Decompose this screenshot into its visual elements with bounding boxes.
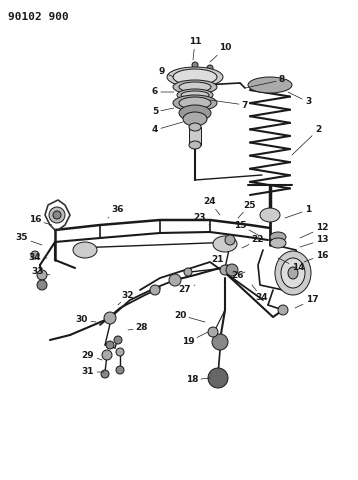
Circle shape: [114, 336, 122, 344]
Circle shape: [192, 62, 198, 68]
Ellipse shape: [281, 258, 305, 288]
Text: 19: 19: [182, 332, 208, 347]
Ellipse shape: [181, 91, 209, 99]
Circle shape: [208, 368, 228, 388]
Text: 29: 29: [82, 350, 102, 360]
Text: 7: 7: [210, 100, 248, 109]
Text: 3: 3: [288, 92, 311, 107]
Ellipse shape: [183, 112, 207, 126]
Ellipse shape: [177, 89, 213, 101]
Text: 36: 36: [108, 205, 124, 218]
Text: 24: 24: [204, 197, 220, 215]
Text: 26: 26: [232, 271, 245, 279]
Ellipse shape: [275, 251, 311, 295]
Text: 34: 34: [29, 253, 47, 263]
Text: 2: 2: [292, 125, 321, 155]
Text: 25: 25: [238, 201, 256, 218]
Text: 27: 27: [179, 285, 195, 295]
Text: 35: 35: [16, 233, 42, 245]
Text: 15: 15: [234, 220, 258, 235]
Ellipse shape: [189, 123, 201, 131]
Circle shape: [104, 312, 116, 324]
Circle shape: [226, 264, 238, 276]
Ellipse shape: [167, 67, 223, 87]
Text: 90102 900: 90102 900: [8, 12, 69, 22]
Text: 22: 22: [242, 236, 264, 248]
Circle shape: [116, 348, 124, 356]
Circle shape: [150, 285, 160, 295]
Text: 14: 14: [278, 258, 304, 273]
Ellipse shape: [270, 232, 286, 242]
Ellipse shape: [173, 95, 217, 111]
Text: 18: 18: [186, 375, 210, 384]
Text: 16: 16: [29, 216, 52, 225]
Text: 4: 4: [152, 122, 183, 134]
Text: 21: 21: [212, 255, 228, 265]
Ellipse shape: [260, 208, 280, 222]
Text: 34: 34: [252, 285, 268, 302]
Text: 28: 28: [128, 324, 148, 333]
Circle shape: [101, 370, 109, 378]
Circle shape: [212, 334, 228, 350]
Text: 5: 5: [152, 108, 174, 117]
Text: 20: 20: [174, 311, 205, 322]
Circle shape: [169, 274, 181, 286]
Ellipse shape: [73, 242, 97, 258]
Circle shape: [278, 305, 288, 315]
Ellipse shape: [179, 97, 211, 109]
Circle shape: [49, 207, 65, 223]
Ellipse shape: [288, 267, 298, 279]
Circle shape: [37, 270, 47, 280]
Circle shape: [106, 341, 114, 349]
Text: 9: 9: [159, 68, 174, 77]
Ellipse shape: [173, 69, 217, 85]
Ellipse shape: [179, 82, 211, 92]
Circle shape: [37, 280, 47, 290]
Bar: [189, 127, 201, 145]
Circle shape: [31, 251, 39, 259]
Text: 11: 11: [189, 37, 201, 60]
Text: 30: 30: [76, 315, 96, 324]
Text: 10: 10: [210, 44, 231, 62]
Text: 32: 32: [118, 290, 134, 305]
Circle shape: [53, 211, 61, 219]
Text: 17: 17: [295, 296, 318, 308]
Text: 23: 23: [194, 214, 210, 225]
Text: 8: 8: [245, 75, 285, 88]
Circle shape: [225, 235, 235, 245]
Ellipse shape: [213, 236, 237, 252]
Text: 33: 33: [32, 267, 50, 276]
Text: 6: 6: [152, 87, 174, 96]
Text: 31: 31: [82, 368, 104, 376]
Ellipse shape: [179, 105, 211, 121]
Circle shape: [207, 65, 213, 71]
Ellipse shape: [173, 80, 217, 94]
Circle shape: [184, 268, 192, 276]
Text: 1: 1: [285, 205, 311, 218]
Ellipse shape: [248, 77, 292, 93]
Text: 13: 13: [300, 236, 328, 247]
Circle shape: [208, 327, 218, 337]
Text: 12: 12: [300, 224, 328, 238]
Ellipse shape: [270, 238, 286, 248]
Ellipse shape: [189, 141, 201, 149]
Circle shape: [220, 265, 230, 275]
Circle shape: [102, 350, 112, 360]
Text: 16: 16: [304, 251, 328, 262]
Circle shape: [116, 366, 124, 374]
